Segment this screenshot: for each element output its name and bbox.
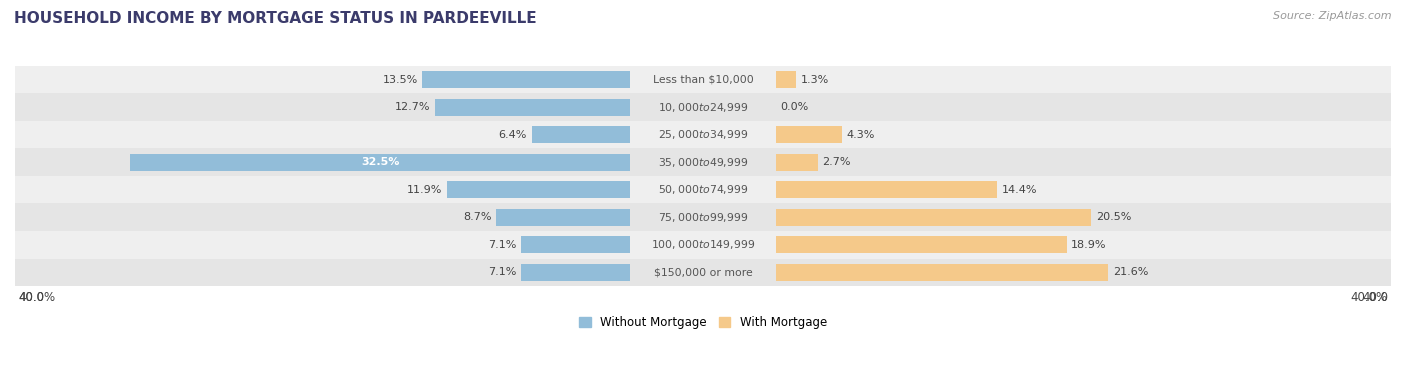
Bar	[776, 71, 796, 88]
Text: 12.7%: 12.7%	[395, 102, 430, 112]
Text: 20.5%: 20.5%	[1095, 212, 1132, 222]
Text: 11.9%: 11.9%	[406, 185, 443, 195]
Bar	[776, 236, 1067, 253]
Text: 21.6%: 21.6%	[1112, 267, 1149, 277]
Text: 7.1%: 7.1%	[488, 267, 516, 277]
Text: 4.3%: 4.3%	[846, 130, 875, 139]
Bar	[15, 176, 1391, 204]
Text: $10,000 to $24,999: $10,000 to $24,999	[658, 101, 748, 113]
Text: $50,000 to $74,999: $50,000 to $74,999	[658, 183, 748, 196]
Bar	[520, 264, 630, 281]
Text: 18.9%: 18.9%	[1071, 240, 1107, 250]
Text: HOUSEHOLD INCOME BY MORTGAGE STATUS IN PARDEEVILLE: HOUSEHOLD INCOME BY MORTGAGE STATUS IN P…	[14, 11, 537, 26]
Bar	[496, 209, 630, 226]
Bar	[520, 236, 630, 253]
Text: Source: ZipAtlas.com: Source: ZipAtlas.com	[1274, 11, 1392, 21]
Text: 13.5%: 13.5%	[382, 75, 418, 84]
Bar	[15, 204, 1391, 231]
Text: 40.0%: 40.0%	[18, 291, 55, 304]
Bar	[776, 264, 1108, 281]
Text: $150,000 or more: $150,000 or more	[654, 267, 752, 277]
Text: 7.1%: 7.1%	[488, 240, 516, 250]
Bar	[15, 93, 1391, 121]
Text: 40.0: 40.0	[1362, 291, 1388, 304]
Bar	[15, 121, 1391, 149]
Bar	[434, 98, 630, 116]
Text: 8.7%: 8.7%	[463, 212, 492, 222]
Text: $25,000 to $34,999: $25,000 to $34,999	[658, 128, 748, 141]
Text: 14.4%: 14.4%	[1002, 185, 1038, 195]
Text: 2.7%: 2.7%	[823, 157, 851, 167]
Bar	[15, 231, 1391, 259]
Bar	[776, 126, 842, 143]
Text: 6.4%: 6.4%	[499, 130, 527, 139]
Text: Less than $10,000: Less than $10,000	[652, 75, 754, 84]
Text: 40.0: 40.0	[18, 291, 44, 304]
Bar	[776, 209, 1091, 226]
Legend: Without Mortgage, With Mortgage: Without Mortgage, With Mortgage	[579, 316, 827, 329]
Bar	[15, 66, 1391, 93]
Text: 40.0%: 40.0%	[1351, 291, 1388, 304]
Bar	[776, 154, 817, 171]
Bar	[531, 126, 630, 143]
Text: 32.5%: 32.5%	[361, 157, 399, 167]
Text: $35,000 to $49,999: $35,000 to $49,999	[658, 156, 748, 169]
Text: 1.3%: 1.3%	[800, 75, 830, 84]
Text: 0.0%: 0.0%	[780, 102, 808, 112]
Bar	[15, 149, 1391, 176]
Bar	[447, 181, 630, 198]
Bar	[776, 181, 997, 198]
Text: $100,000 to $149,999: $100,000 to $149,999	[651, 238, 755, 251]
Bar	[422, 71, 630, 88]
Bar	[15, 259, 1391, 286]
Bar	[131, 154, 630, 171]
Text: $75,000 to $99,999: $75,000 to $99,999	[658, 211, 748, 224]
